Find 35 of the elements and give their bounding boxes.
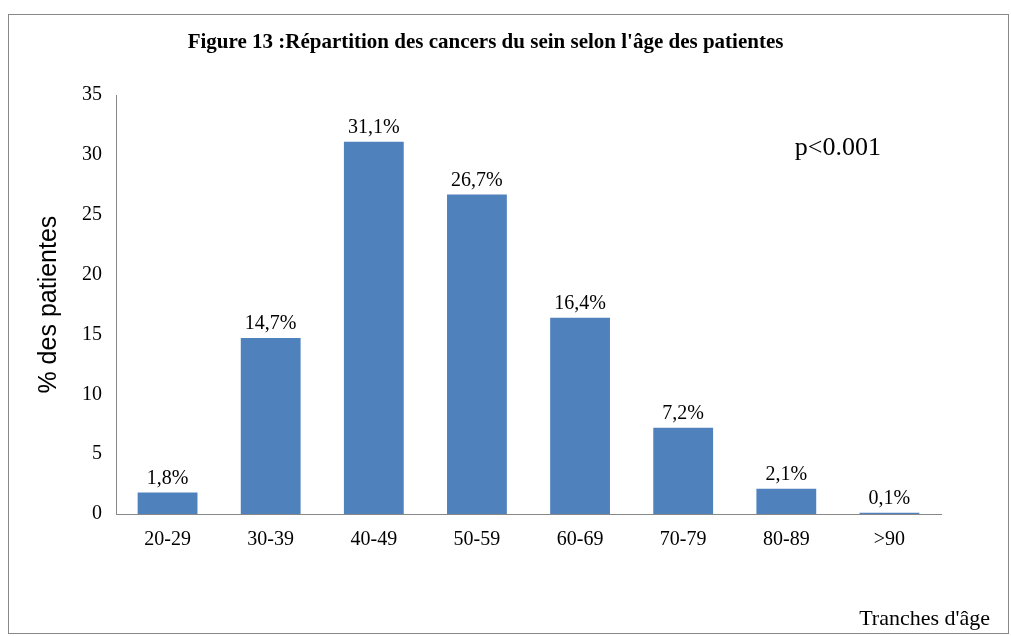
data-label: 2,1% [765,462,808,485]
y-tick-label: 0 [92,501,102,524]
x-tick-label: 20-29 [144,527,191,550]
x-tick-label: 30-39 [247,527,295,550]
data-label: 0,1% [868,486,911,509]
bar [343,141,404,514]
bar [653,427,714,514]
data-label: 16,4% [554,291,606,314]
data-label: 7,2% [662,401,705,424]
x-tick-label: 70-79 [659,527,707,550]
chart-title: Figure 13 :Répartition des cancers du sein selon l'âge des patientes [187,29,784,54]
annotation: p<0.001 [794,132,881,162]
y-axis-title: % des patientes [32,215,61,394]
data-label: 26,7% [451,167,503,190]
bar [756,488,817,514]
x-tick-label: 40-49 [350,527,398,550]
data-label: 31,1% [347,115,400,138]
bar [240,338,301,514]
x-tick-label: 80-89 [762,527,810,550]
x-tick-label: 50-59 [453,527,501,550]
y-tick-label: 10 [82,381,102,404]
data-label: 1,8% [146,465,189,488]
y-tick-label: 15 [82,321,102,344]
bar [137,492,198,514]
y-tick-label: 25 [82,202,102,225]
x-axis-title: Tranches d'âge [859,604,990,630]
x-tick-label: >90 [873,527,906,550]
bar [550,317,610,514]
y-tick-label: 20 [82,261,102,284]
y-tick-label: 35 [82,82,102,105]
y-tick-label: 30 [82,142,102,165]
data-label: 14,7% [244,311,297,334]
x-tick-label: 60-69 [556,527,604,550]
y-tick-label: 5 [92,441,102,464]
bar [447,194,507,514]
